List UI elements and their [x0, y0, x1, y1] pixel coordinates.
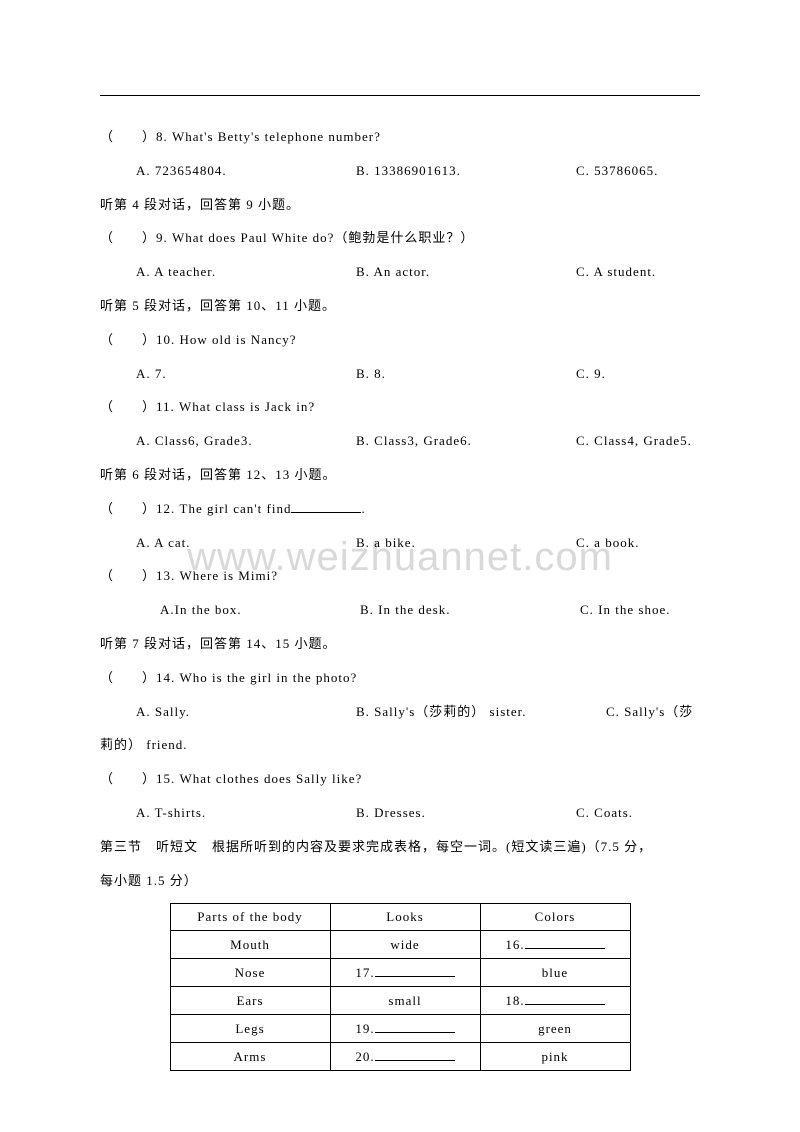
cell-arms: Arms	[170, 1043, 330, 1071]
q12-opt-a: A. A cat.	[136, 526, 356, 560]
cell-wide: wide	[330, 931, 480, 959]
cell-20: 20.	[330, 1043, 480, 1071]
dialogue7-heading: 听第 7 段对话，回答第 14、15 小题。	[100, 627, 700, 661]
top-rule	[100, 95, 700, 96]
table-row: Nose 17. blue	[170, 959, 630, 987]
th-colors: Colors	[480, 904, 630, 931]
q11-opt-a: A. Class6, Grade3.	[136, 424, 356, 458]
cell-ears: Ears	[170, 987, 330, 1015]
q12-options: A. A cat. B. a bike. C. a book.	[100, 526, 700, 560]
q11-opt-b: B. Class3, Grade6.	[356, 424, 576, 458]
q13-opt-a: A.In the box.	[160, 593, 360, 627]
q15-stem: （ ）15. What clothes does Sally like?	[100, 762, 700, 796]
q11-options: A. Class6, Grade3. B. Class3, Grade6. C.…	[100, 424, 700, 458]
q9-stem: （ ）9. What does Paul White do?（鲍勃是什么职业？）	[100, 221, 700, 255]
q14-tail: 莉的） friend.	[100, 728, 700, 762]
q14-opt-a: A. Sally.	[136, 695, 356, 729]
cell-17: 17.	[330, 959, 480, 987]
table-row: Ears small 18.	[170, 987, 630, 1015]
q8-options: A. 723654804. B. 13386901613. C. 5378606…	[100, 154, 700, 188]
q12-opt-c: C. a book.	[576, 526, 700, 560]
th-looks: Looks	[330, 904, 480, 931]
cell-pink: pink	[480, 1043, 630, 1071]
q10-stem: （ ）10. How old is Nancy?	[100, 323, 700, 357]
q10-opt-c: C. 9.	[576, 357, 700, 391]
q14-options: A. Sally. B. Sally's（莎莉的） sister. C. Sal…	[100, 695, 700, 729]
section3-line1: 第三节 听短文 根据所听到的内容及要求完成表格，每空一词。(短文读三遍)（7.5…	[100, 830, 700, 864]
q15-opt-a: A. T-shirts.	[136, 796, 356, 830]
cell-19: 19.	[330, 1015, 480, 1043]
q14-opt-c: C. Sally's（莎	[606, 695, 693, 729]
cell-nose: Nose	[170, 959, 330, 987]
q9-options: A. A teacher. B. An actor. C. A student.	[100, 255, 700, 289]
table-header-row: Parts of the body Looks Colors	[170, 904, 630, 931]
cell-mouth: Mouth	[170, 931, 330, 959]
q13-opt-c: C. In the shoe.	[580, 593, 700, 627]
cell-legs: Legs	[170, 1015, 330, 1043]
q9-opt-c: C. A student.	[576, 255, 700, 289]
q14-opt-b: B. Sally's（莎莉的） sister.	[356, 695, 606, 729]
cell-blue: blue	[480, 959, 630, 987]
q11-opt-c: C. Class4, Grade5.	[576, 424, 700, 458]
q10-opt-b: B. 8.	[356, 357, 576, 391]
q12-stem-a: （ ）12. The girl can't find	[100, 501, 291, 516]
body-parts-table: Parts of the body Looks Colors Mouth wid…	[170, 903, 631, 1071]
dialogue5-heading: 听第 5 段对话，回答第 10、11 小题。	[100, 289, 700, 323]
table-row: Legs 19. green	[170, 1015, 630, 1043]
q8-stem: （ ）8. What's Betty's telephone number?	[100, 120, 700, 154]
page-content: （ ）8. What's Betty's telephone number? A…	[0, 0, 800, 1131]
cell-small: small	[330, 987, 480, 1015]
q8-opt-a: A. 723654804.	[136, 154, 356, 188]
cell-18: 18.	[480, 987, 630, 1015]
section3-line2: 每小题 1.5 分）	[100, 864, 700, 898]
q15-opt-c: C. Coats.	[576, 796, 700, 830]
q10-opt-a: A. 7.	[136, 357, 356, 391]
th-parts: Parts of the body	[170, 904, 330, 931]
q9-opt-b: B. An actor.	[356, 255, 576, 289]
cell-16: 16.	[480, 931, 630, 959]
q14-stem: （ ）14. Who is the girl in the photo?	[100, 661, 700, 695]
dialogue4-heading: 听第 4 段对话，回答第 9 小题。	[100, 188, 700, 222]
q13-options: A.In the box. B. In the desk. C. In the …	[100, 593, 700, 627]
q12-blank	[291, 500, 361, 513]
q13-stem: （ ）13. Where is Mimi?	[100, 559, 700, 593]
q8-opt-c: C. 53786065.	[576, 154, 700, 188]
q11-stem: （ ）11. What class is Jack in?	[100, 390, 700, 424]
q12-stem-b: .	[361, 501, 365, 516]
cell-green: green	[480, 1015, 630, 1043]
table-row: Arms 20. pink	[170, 1043, 630, 1071]
q9-opt-a: A. A teacher.	[136, 255, 356, 289]
q8-opt-b: B. 13386901613.	[356, 154, 576, 188]
q10-options: A. 7. B. 8. C. 9.	[100, 357, 700, 391]
q13-opt-b: B. In the desk.	[360, 593, 580, 627]
table-row: Mouth wide 16.	[170, 931, 630, 959]
q15-options: A. T-shirts. B. Dresses. C. Coats.	[100, 796, 700, 830]
q12-stem: （ ）12. The girl can't find.	[100, 492, 700, 526]
dialogue6-heading: 听第 6 段对话，回答第 12、13 小题。	[100, 458, 700, 492]
q15-opt-b: B. Dresses.	[356, 796, 576, 830]
q12-opt-b: B. a bike.	[356, 526, 576, 560]
